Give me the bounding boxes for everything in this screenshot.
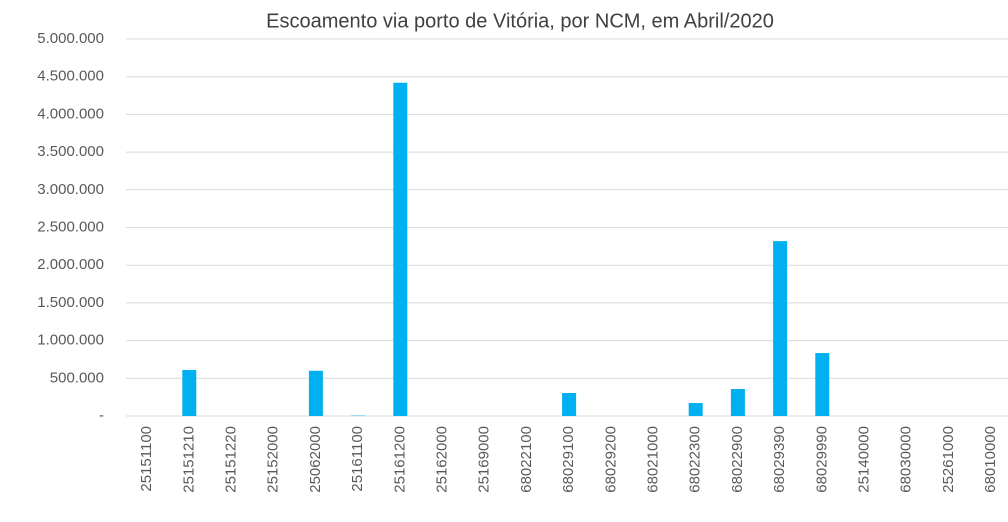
x-tick-label: 25152000 (265, 426, 282, 493)
bar (562, 393, 577, 416)
x-tick-label: 68022900 (729, 426, 746, 493)
x-tick-label: 25062000 (307, 426, 324, 493)
bar (688, 403, 703, 416)
x-tick-label: 25161100 (349, 426, 366, 492)
y-tick-label: 1.500.000 (37, 294, 104, 311)
bar (730, 389, 745, 416)
x-tick-label: 68029200 (602, 426, 619, 493)
y-tick-label: - (99, 407, 104, 424)
bar (393, 82, 408, 417)
bar (308, 370, 323, 416)
x-tick-label: 25151210 (180, 426, 197, 493)
bar (182, 370, 197, 416)
x-tick-label: 68021000 (644, 426, 661, 493)
y-tick-label: 2.000.000 (37, 256, 104, 273)
bar (815, 353, 830, 416)
x-tick-label: 25161200 (391, 426, 408, 493)
bar (773, 241, 788, 416)
x-tick-label: 25261000 (940, 426, 957, 493)
y-tick-label: 4.500.000 (37, 68, 104, 85)
x-tick-label: 68029100 (560, 426, 577, 493)
y-tick-label: 500.000 (50, 369, 104, 386)
chart-title: Escoamento via porto de Vitória, por NCM… (266, 10, 774, 32)
y-tick-label: 3.000.000 (37, 181, 104, 198)
x-tick-label: 25162000 (433, 426, 450, 493)
x-tick-label: 68022100 (518, 426, 535, 493)
x-tick-label: 68030000 (898, 426, 915, 493)
x-tick-label: 68029390 (771, 426, 788, 493)
y-tick-label: 5.000.000 (37, 30, 104, 47)
x-tick-label: 25151220 (222, 426, 239, 493)
x-tick-label: 25169000 (476, 426, 493, 493)
y-tick-label: 3.500.000 (37, 143, 104, 160)
x-tick-label: 68029990 (813, 426, 830, 493)
x-tick-label: 25151100 (138, 426, 155, 492)
x-tick-label: 68010000 (982, 426, 999, 493)
y-tick-label: 4.000.000 (37, 105, 104, 122)
x-tick-label: 25140000 (855, 426, 872, 493)
y-tick-label: 2.500.000 (37, 218, 104, 235)
x-tick-label: 68022300 (687, 426, 704, 493)
y-tick-label: 1.000.000 (37, 332, 104, 349)
